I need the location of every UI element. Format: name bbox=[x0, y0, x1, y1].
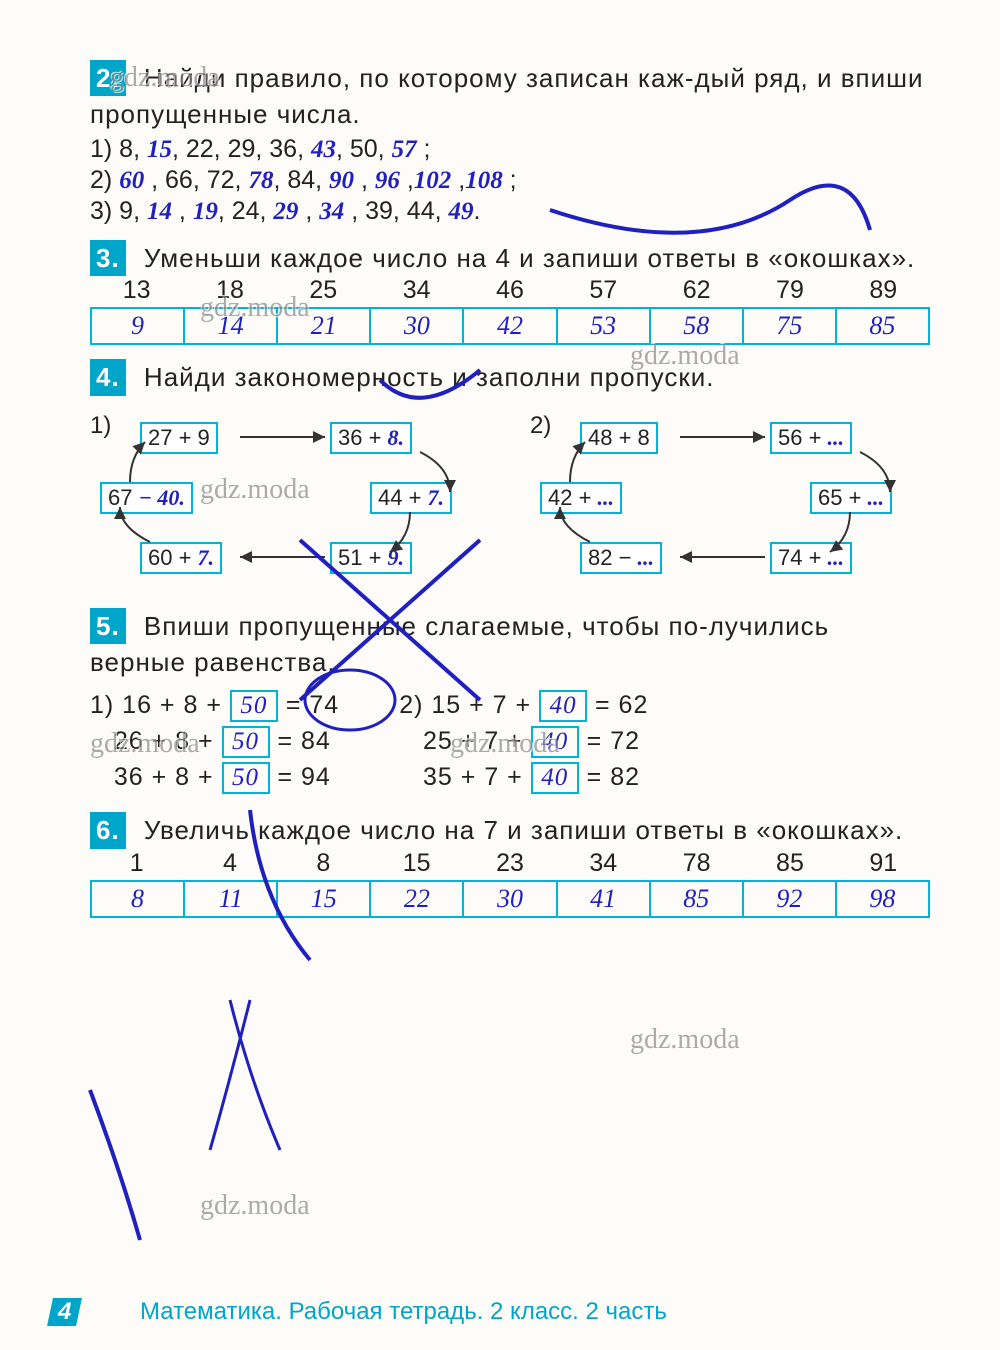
diagram-1-label: 1) bbox=[90, 412, 111, 440]
given-number: 8 bbox=[277, 849, 370, 878]
given-number: 62 bbox=[650, 276, 743, 305]
answer-cell: 22 bbox=[371, 882, 464, 916]
task-6: 6. Увеличь каждое число на 7 и запиши от… bbox=[90, 812, 930, 917]
workbook-page: 2. Найди правило, по которому записан ка… bbox=[0, 0, 1000, 1350]
given-number: 23 bbox=[463, 849, 556, 878]
answer-cell: 15 bbox=[278, 882, 371, 916]
answer-cell: 98 bbox=[837, 882, 928, 916]
flow-box: 56 + ... bbox=[770, 422, 852, 454]
given-number: 34 bbox=[557, 849, 650, 878]
flow-box: 44 + 7. bbox=[370, 482, 452, 514]
answer-cell: 14 bbox=[185, 309, 278, 343]
sequence-line: 2) 60 , 66, 72, 78, 84, 90 , 96 ,102 ,10… bbox=[90, 166, 930, 195]
flow-box: 27 + 9 bbox=[140, 422, 218, 454]
answer-cell: 75 bbox=[744, 309, 837, 343]
task-4-text: Найди закономерность и заполни пропуски. bbox=[144, 362, 715, 392]
answer-cell: 21 bbox=[278, 309, 371, 343]
task-6-text: Увеличь каждое число на 7 и запиши ответ… bbox=[144, 815, 903, 845]
page-number: 4 bbox=[47, 1298, 82, 1326]
answer-cell: 42 bbox=[464, 309, 557, 343]
answer-cell: 85 bbox=[651, 882, 744, 916]
task-2-sequences: 1) 8, 15, 22, 29, 36, 43, 50, 57 ;2) 60 … bbox=[90, 135, 930, 226]
flow-box: 65 + ... bbox=[810, 482, 892, 514]
given-number: 78 bbox=[650, 849, 743, 878]
equation-line: 26 + 8 + 50 = 84 bbox=[90, 726, 339, 758]
answer-cell: 9 bbox=[92, 309, 185, 343]
sequence-line: 3) 9, 14 , 19, 24, 29 , 34 , 39, 44, 49. bbox=[90, 197, 930, 226]
given-number: 91 bbox=[837, 849, 930, 878]
task-6-number: 6. bbox=[90, 812, 126, 848]
flow-box: 36 + 8. bbox=[330, 422, 412, 454]
task-3-answers-row: 91421304253587585 bbox=[90, 307, 930, 345]
equation-line: 36 + 8 + 50 = 94 bbox=[90, 762, 339, 794]
equation-line: 2) 15 + 7 + 40 = 62 bbox=[399, 690, 648, 722]
task-3-text: Уменьши каждое число на 4 и запиши ответ… bbox=[144, 243, 915, 273]
given-number: 25 bbox=[277, 276, 370, 305]
task-4-diagram-1: 1) 27 + 9 36 + 8. 67 − 40. 44 + 7. 60 + 7. 51… bbox=[90, 412, 490, 592]
flow-box: 60 + 7. bbox=[140, 542, 222, 574]
answer-cell: 11 bbox=[185, 882, 278, 916]
task-5-text: Впиши пропущенные слагаемые, чтобы по-лу… bbox=[90, 611, 829, 677]
answer-cell: 58 bbox=[651, 309, 744, 343]
task-4-diagram-2: 2) 48 + 8 56 + ... 42 + ... 65 + ... 82 − ..… bbox=[530, 412, 930, 592]
flow-box: 51 + 9. bbox=[330, 542, 412, 574]
answer-cell: 8 bbox=[92, 882, 185, 916]
footer-text: Математика. Рабочая тетрадь. 2 класс. 2 … bbox=[140, 1298, 667, 1326]
given-number: 57 bbox=[557, 276, 650, 305]
given-number: 4 bbox=[183, 849, 276, 878]
task-6-answers-row: 81115223041859298 bbox=[90, 880, 930, 918]
flow-box: 48 + 8 bbox=[580, 422, 658, 454]
flow-box: 42 + ... bbox=[540, 482, 622, 514]
task-3-number: 3. bbox=[90, 240, 126, 276]
watermark: gdz.moda bbox=[630, 1024, 740, 1056]
equation-line: 25 + 7 + 40 = 72 bbox=[399, 726, 648, 758]
task-6-numbers-row: 148152334788591 bbox=[90, 849, 930, 878]
given-number: 13 bbox=[90, 276, 183, 305]
task-3-numbers-row: 131825344657627989 bbox=[90, 276, 930, 305]
flow-box: 74 + ... bbox=[770, 542, 852, 574]
answer-cell: 30 bbox=[371, 309, 464, 343]
answer-cell: 92 bbox=[744, 882, 837, 916]
task-2: 2. Найди правило, по которому записан ка… bbox=[90, 60, 930, 226]
given-number: 89 bbox=[837, 276, 930, 305]
task-2-text: Найди правило, по которому записан каж-д… bbox=[90, 63, 924, 129]
answer-cell: 85 bbox=[837, 309, 928, 343]
given-number: 1 bbox=[90, 849, 183, 878]
task-2-number: 2. bbox=[90, 60, 126, 96]
watermark: gdz.moda bbox=[200, 1190, 310, 1222]
given-number: 85 bbox=[743, 849, 836, 878]
diagram-2-label: 2) bbox=[530, 412, 551, 440]
task-3: 3. Уменьши каждое число на 4 и запиши от… bbox=[90, 240, 930, 345]
given-number: 15 bbox=[370, 849, 463, 878]
task-4-number: 4. bbox=[90, 359, 126, 395]
task-5-number: 5. bbox=[90, 608, 126, 644]
flow-box: 82 − ... bbox=[580, 542, 662, 574]
equation-line: 1) 16 + 8 + 50 = 74 bbox=[90, 690, 339, 722]
given-number: 34 bbox=[370, 276, 463, 305]
task-5-right-column: 2) 15 + 7 + 40 = 62 25 + 7 + 40 = 72 35 … bbox=[399, 686, 648, 798]
flow-box: 67 − 40. bbox=[100, 482, 193, 514]
sequence-line: 1) 8, 15, 22, 29, 36, 43, 50, 57 ; bbox=[90, 135, 930, 164]
task-4: 4. Найди закономерность и заполни пропус… bbox=[90, 359, 930, 591]
task-5: 5. Впиши пропущенные слагаемые, чтобы по… bbox=[90, 608, 930, 799]
task-5-left-column: 1) 16 + 8 + 50 = 74 26 + 8 + 50 = 84 36 … bbox=[90, 686, 339, 798]
answer-cell: 41 bbox=[558, 882, 651, 916]
given-number: 79 bbox=[743, 276, 836, 305]
answer-cell: 30 bbox=[464, 882, 557, 916]
answer-cell: 53 bbox=[558, 309, 651, 343]
given-number: 18 bbox=[183, 276, 276, 305]
equation-line: 35 + 7 + 40 = 82 bbox=[399, 762, 648, 794]
given-number: 46 bbox=[463, 276, 556, 305]
